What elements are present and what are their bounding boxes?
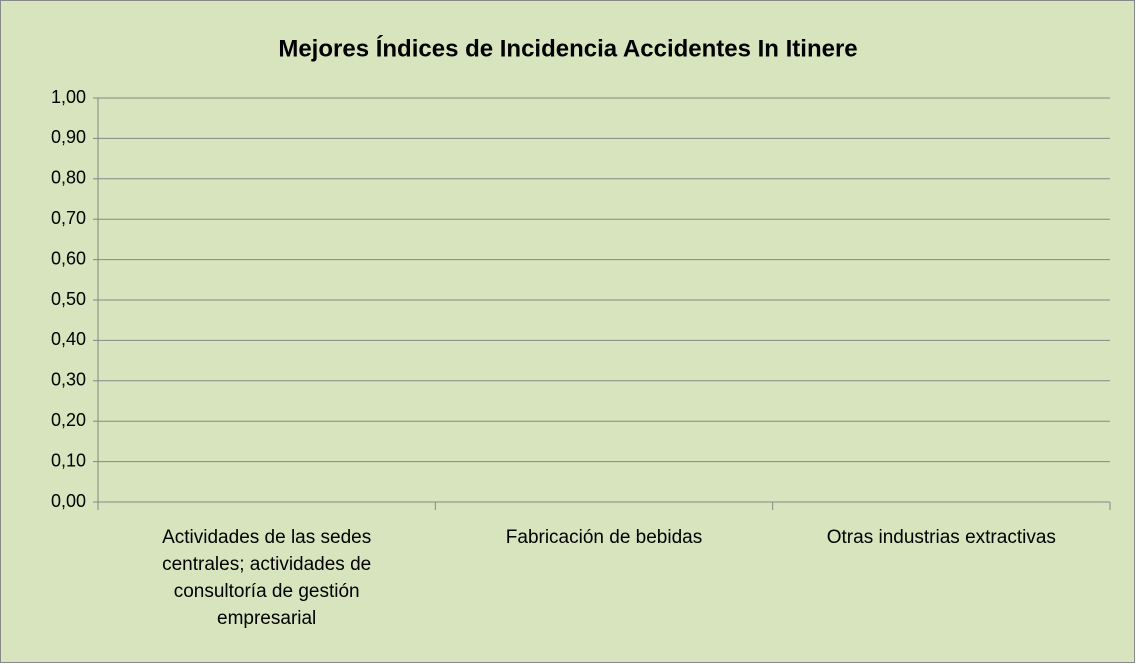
x-tick-label: Fabricación de bebidas: [505, 527, 703, 548]
x-tick-label: Actividades de las sedes centrales; acti…: [162, 527, 372, 629]
y-tick-label: 0,80: [51, 168, 86, 188]
y-tick-label: 1,00: [51, 87, 86, 107]
y-tick-label: 0,00: [51, 491, 86, 511]
y-tick-label: 0,70: [51, 208, 86, 228]
y-tick-label: 0,30: [51, 370, 86, 390]
y-tick-label: 0,40: [51, 329, 86, 349]
y-tick-label: 0,90: [51, 127, 86, 147]
y-tick-label: 0,60: [51, 248, 86, 268]
y-tick-label: 0,20: [51, 410, 86, 430]
y-tick-label: 0,50: [51, 289, 86, 309]
x-tick-label: Otras industrias extractivas: [826, 527, 1056, 548]
y-tick-label: 0,10: [51, 450, 86, 470]
chart-title: Mejores Índices de Incidencia Accidentes…: [278, 34, 857, 62]
